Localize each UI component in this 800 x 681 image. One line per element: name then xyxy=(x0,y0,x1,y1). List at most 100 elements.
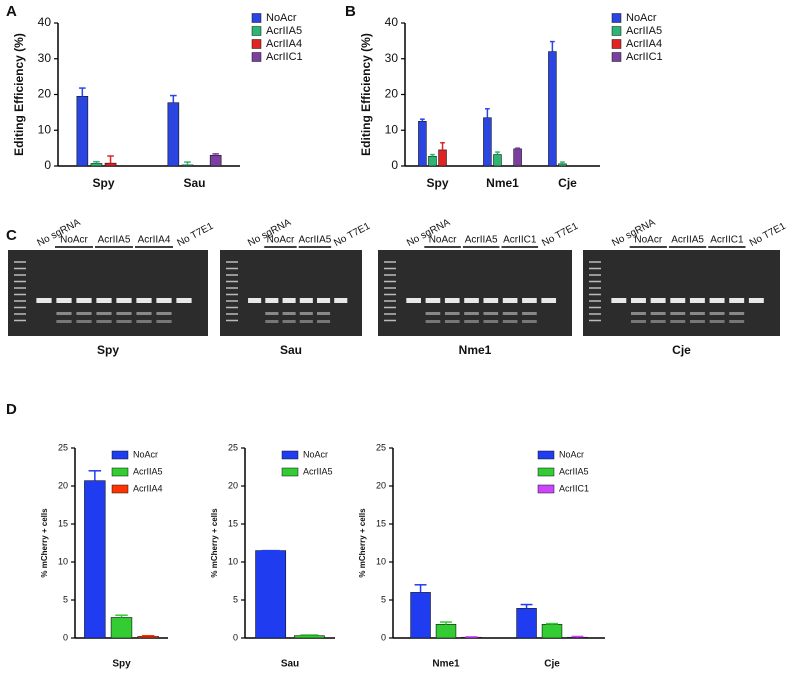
y-tick-label: 0 xyxy=(391,158,398,172)
y-axis-label: Editing Efficiency (%) xyxy=(359,33,373,156)
y-tick-label: 10 xyxy=(376,556,386,566)
gel-band xyxy=(248,298,262,303)
bar xyxy=(418,121,427,167)
gel-band xyxy=(522,320,537,323)
x-tick-label: Sau xyxy=(183,176,205,190)
x-tick-label: Spy xyxy=(92,176,114,190)
y-tick-label: 20 xyxy=(376,480,386,490)
gel-lane-label: AcrIIA5 xyxy=(299,235,332,246)
gel-image xyxy=(378,250,572,336)
gel-band xyxy=(502,298,518,303)
panel-label: A xyxy=(6,3,17,20)
gel-image xyxy=(220,250,362,336)
gel-band xyxy=(334,298,348,303)
bar xyxy=(493,154,502,167)
bar xyxy=(428,156,437,167)
gel-band xyxy=(76,320,92,323)
legend-label: AcrIIC1 xyxy=(266,51,303,63)
gel-band xyxy=(611,298,627,303)
gel-band xyxy=(729,320,745,323)
gel-band xyxy=(425,320,441,323)
legend-label: AcrIIA5 xyxy=(303,466,333,476)
panel-label: C xyxy=(6,227,17,244)
gel-band xyxy=(502,312,518,315)
gel-band xyxy=(709,312,725,315)
bar xyxy=(90,163,103,167)
legend-label: NoAcr xyxy=(559,449,584,459)
y-tick-label: 15 xyxy=(376,518,386,528)
gel-band xyxy=(729,312,745,315)
gel-band xyxy=(425,312,441,315)
bar xyxy=(209,154,222,167)
legend-label: AcrIIA5 xyxy=(626,25,662,37)
y-tick-label: 0 xyxy=(233,632,238,642)
legend-label: AcrIIA4 xyxy=(133,483,163,493)
gel-band xyxy=(136,312,152,315)
bar xyxy=(435,624,457,639)
gel-band xyxy=(156,320,172,323)
legend-swatch xyxy=(611,39,622,49)
gel-band xyxy=(116,320,132,323)
bar xyxy=(110,617,133,639)
gel-band xyxy=(36,298,52,303)
gel-lane-label: AcrIIA5 xyxy=(98,235,131,246)
gel-band xyxy=(541,298,557,303)
gel-band xyxy=(670,312,686,315)
gel-band xyxy=(650,312,666,315)
gel-band xyxy=(670,298,686,303)
gel-lane-label: AcrIIA4 xyxy=(138,235,171,246)
x-tick-label: Cje xyxy=(544,659,560,670)
gel-band xyxy=(709,298,725,303)
gel-band xyxy=(76,298,92,303)
gel-band xyxy=(464,320,479,323)
gel-band xyxy=(56,312,72,315)
gel-lane-label: No T7E1 xyxy=(540,221,580,249)
legend-swatch xyxy=(111,484,129,494)
gel-band xyxy=(116,298,132,303)
y-tick-label: 40 xyxy=(38,15,52,29)
gel-lane-label: NoAcr xyxy=(267,235,295,246)
gel-band xyxy=(631,298,646,303)
y-tick-label: 20 xyxy=(228,480,238,490)
gel-band xyxy=(406,298,421,303)
gel-band xyxy=(689,298,705,303)
gel-band xyxy=(316,298,331,303)
y-tick-label: 5 xyxy=(233,594,238,604)
gel-band xyxy=(265,298,279,303)
gel-lane-label: No T7E1 xyxy=(175,221,215,249)
gel-lane-label: AcrIIA5 xyxy=(671,235,704,246)
gel-band xyxy=(116,312,132,315)
legend-label: AcrIIC1 xyxy=(559,483,589,493)
gel-band xyxy=(650,320,666,323)
y-tick-label: 10 xyxy=(58,556,68,566)
y-axis-label: Editing Efficiency (%) xyxy=(12,33,26,156)
bar xyxy=(567,636,588,639)
y-tick-label: 15 xyxy=(58,518,68,528)
legend-swatch xyxy=(251,52,262,62)
gel-band xyxy=(156,298,172,303)
gel-band xyxy=(709,320,725,323)
gel-band xyxy=(689,312,705,315)
gel-lane-label: NoAcr xyxy=(429,235,457,246)
legend-label: AcrIIC1 xyxy=(626,51,663,63)
panel-label: D xyxy=(6,401,17,418)
bar xyxy=(76,95,89,167)
x-tick-label: Spy xyxy=(426,176,448,190)
legend-swatch xyxy=(537,484,555,494)
legend-label: AcrIIA4 xyxy=(626,38,662,50)
gel-lane-label: AcrIIC1 xyxy=(503,235,537,246)
panel-label: B xyxy=(345,3,356,20)
gel-band xyxy=(136,320,152,323)
gel-band xyxy=(76,312,92,315)
legend-swatch xyxy=(281,450,299,460)
gel-band xyxy=(748,298,764,303)
x-tick-label: Cje xyxy=(558,176,577,190)
y-tick-label: 15 xyxy=(228,518,238,528)
gel-band xyxy=(96,312,112,315)
gel-title: Sau xyxy=(280,343,302,357)
legend-swatch xyxy=(537,467,555,477)
legend-swatch xyxy=(611,26,622,36)
y-tick-label: 40 xyxy=(385,15,399,29)
gel-title: Nme1 xyxy=(459,343,492,357)
legend-swatch xyxy=(111,467,129,477)
